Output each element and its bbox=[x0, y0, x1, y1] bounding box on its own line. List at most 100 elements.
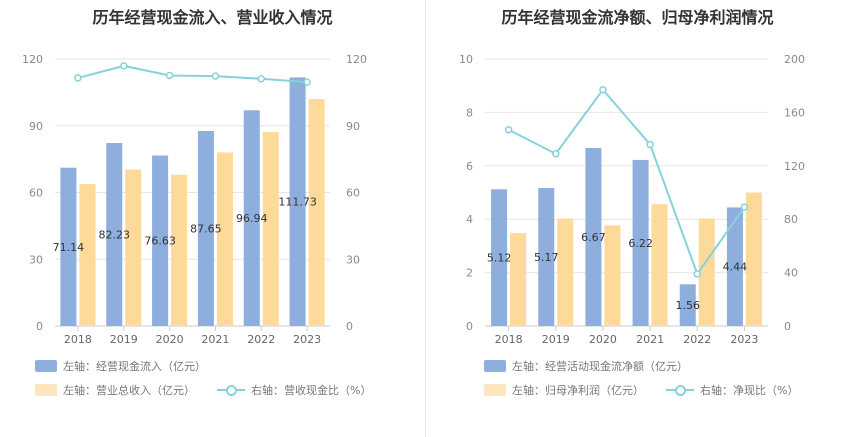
line-point bbox=[211, 72, 220, 80]
y-tick-label-left: 120 bbox=[22, 53, 43, 66]
bar bbox=[152, 155, 169, 326]
bar bbox=[679, 284, 696, 326]
y-tick-label-left: 30 bbox=[29, 253, 43, 266]
x-tick-label: 2018 bbox=[495, 333, 523, 346]
legend-label: 左轴：归母净利润（亿元） bbox=[512, 384, 644, 397]
bar bbox=[243, 110, 260, 326]
line-point bbox=[120, 62, 128, 70]
bar bbox=[197, 130, 214, 326]
line-point bbox=[693, 270, 701, 278]
bar bbox=[510, 233, 527, 326]
legend-swatch bbox=[35, 360, 57, 372]
y-tick-label-right: 0 bbox=[784, 320, 791, 333]
line-point bbox=[504, 126, 513, 134]
data-label: 76.63 bbox=[144, 235, 176, 248]
line-point bbox=[552, 150, 560, 158]
y-tick-label-right: 80 bbox=[784, 213, 798, 226]
legend-item-cash-inflow[interactable]: 左轴：经营现金流入（亿元） bbox=[35, 357, 206, 375]
y-tick-label-left: 0 bbox=[36, 320, 43, 333]
legend-item-revenue[interactable]: 左轴：营业总收入（亿元） bbox=[35, 381, 195, 399]
x-tick-label: 2023 bbox=[293, 333, 321, 346]
data-label: 87.65 bbox=[190, 222, 222, 235]
chart-canvas: 0 30 60 90 120 0 30 60 90 120 2018 2019 2020 2021 2022… bbox=[22, 53, 367, 346]
bar bbox=[262, 131, 279, 326]
bar bbox=[79, 184, 96, 326]
y-tick-label-left: 60 bbox=[29, 187, 43, 200]
bar bbox=[698, 218, 715, 326]
x-tick-label: 2019 bbox=[542, 333, 570, 346]
y-tick-label-left: 4 bbox=[466, 213, 473, 226]
y-tick-label-right: 0 bbox=[346, 320, 353, 333]
x-tick-label: 2019 bbox=[110, 333, 138, 346]
y-tick-label-right: 60 bbox=[346, 187, 360, 200]
y-tick-label-right: 200 bbox=[784, 53, 805, 66]
chart-panel-left: 历年经营现金流入、营业收入情况 0 30 60 90 120 0 30 60 90 120 2018… bbox=[22, 8, 371, 399]
x-tick-label: 2021 bbox=[636, 333, 664, 346]
y-tick-label-right: 120 bbox=[784, 160, 805, 173]
line-point bbox=[646, 140, 654, 149]
line-series bbox=[77, 64, 308, 84]
y-tick-label-right: 40 bbox=[784, 267, 798, 280]
legend-label: 右轴：净现比（%） bbox=[700, 384, 799, 397]
legend-label: 左轴：经营现金流入（亿元） bbox=[63, 360, 206, 373]
y-tick-label-left: 6 bbox=[466, 160, 473, 173]
data-label: 71.14 bbox=[53, 241, 85, 254]
panel-divider bbox=[425, 0, 426, 437]
y-tick-label-right: 90 bbox=[346, 120, 360, 133]
bar bbox=[604, 225, 621, 326]
legend-item-net-cash-flow[interactable]: 左轴：经营活动现金流净额（亿元） bbox=[484, 357, 688, 375]
bar bbox=[538, 187, 555, 326]
data-label: 5.12 bbox=[487, 252, 512, 265]
data-label: 6.67 bbox=[581, 231, 606, 244]
x-tick-label: 2021 bbox=[201, 333, 229, 346]
bar bbox=[60, 167, 77, 326]
bar bbox=[171, 174, 188, 326]
chart-canvas: 0 2 4 6 8 10 0 40 80 120 160 200 2018 2019 2020 2021 202… bbox=[459, 53, 805, 346]
legend-line-icon bbox=[217, 384, 245, 396]
legend-label: 左轴：经营活动现金流净额（亿元） bbox=[512, 360, 688, 373]
bar bbox=[125, 169, 142, 326]
data-label: 6.22 bbox=[628, 237, 653, 250]
data-label: 96.94 bbox=[236, 212, 268, 225]
x-tick-label: 2020 bbox=[156, 333, 184, 346]
line-point bbox=[165, 71, 174, 80]
y-tick-label-left: 2 bbox=[466, 267, 473, 280]
bar bbox=[216, 152, 233, 326]
y-tick-label-left: 0 bbox=[466, 320, 473, 333]
legend-label: 左轴：营业总收入（亿元） bbox=[63, 384, 195, 397]
bar bbox=[308, 99, 325, 326]
data-label: 4.44 bbox=[723, 261, 748, 274]
legend-item-cash-ratio[interactable]: 右轴：营收现金比（%） bbox=[217, 381, 371, 399]
x-tick-label: 2022 bbox=[247, 333, 275, 346]
y-tick-label-left: 90 bbox=[29, 120, 43, 133]
line-series bbox=[508, 88, 746, 277]
legend-item-net-cash-ratio[interactable]: 右轴：净现比（%） bbox=[666, 381, 798, 399]
x-tick-label: 2018 bbox=[64, 333, 92, 346]
bar bbox=[557, 218, 574, 326]
line-point bbox=[599, 85, 607, 94]
bar bbox=[726, 207, 743, 326]
chart-title: 历年经营现金流入、营业收入情况 bbox=[92, 8, 333, 27]
bar bbox=[289, 77, 306, 326]
bar bbox=[106, 143, 123, 326]
line-point bbox=[257, 75, 265, 83]
bar bbox=[491, 189, 508, 326]
y-tick-label-left: 10 bbox=[459, 53, 473, 66]
bar bbox=[745, 192, 762, 326]
line-point bbox=[303, 78, 311, 86]
data-label: 5.17 bbox=[534, 251, 559, 264]
x-tick-label: 2023 bbox=[730, 333, 758, 346]
chart-title: 历年经营现金流净额、归母净利润情况 bbox=[501, 8, 774, 27]
legend-line-icon bbox=[666, 384, 694, 396]
x-tick-label: 2020 bbox=[589, 333, 617, 346]
data-label: 111.73 bbox=[278, 196, 317, 209]
y-tick-label-right: 160 bbox=[784, 106, 805, 119]
data-label: 82.23 bbox=[99, 229, 131, 242]
legend-item-net-profit[interactable]: 左轴：归母净利润（亿元） bbox=[484, 381, 644, 399]
line-point bbox=[74, 74, 82, 82]
y-tick-label-right: 30 bbox=[346, 253, 360, 266]
legend-swatch bbox=[484, 360, 506, 372]
y-tick-label-right: 120 bbox=[346, 53, 367, 66]
x-tick-label: 2022 bbox=[683, 333, 711, 346]
bar bbox=[585, 147, 602, 326]
